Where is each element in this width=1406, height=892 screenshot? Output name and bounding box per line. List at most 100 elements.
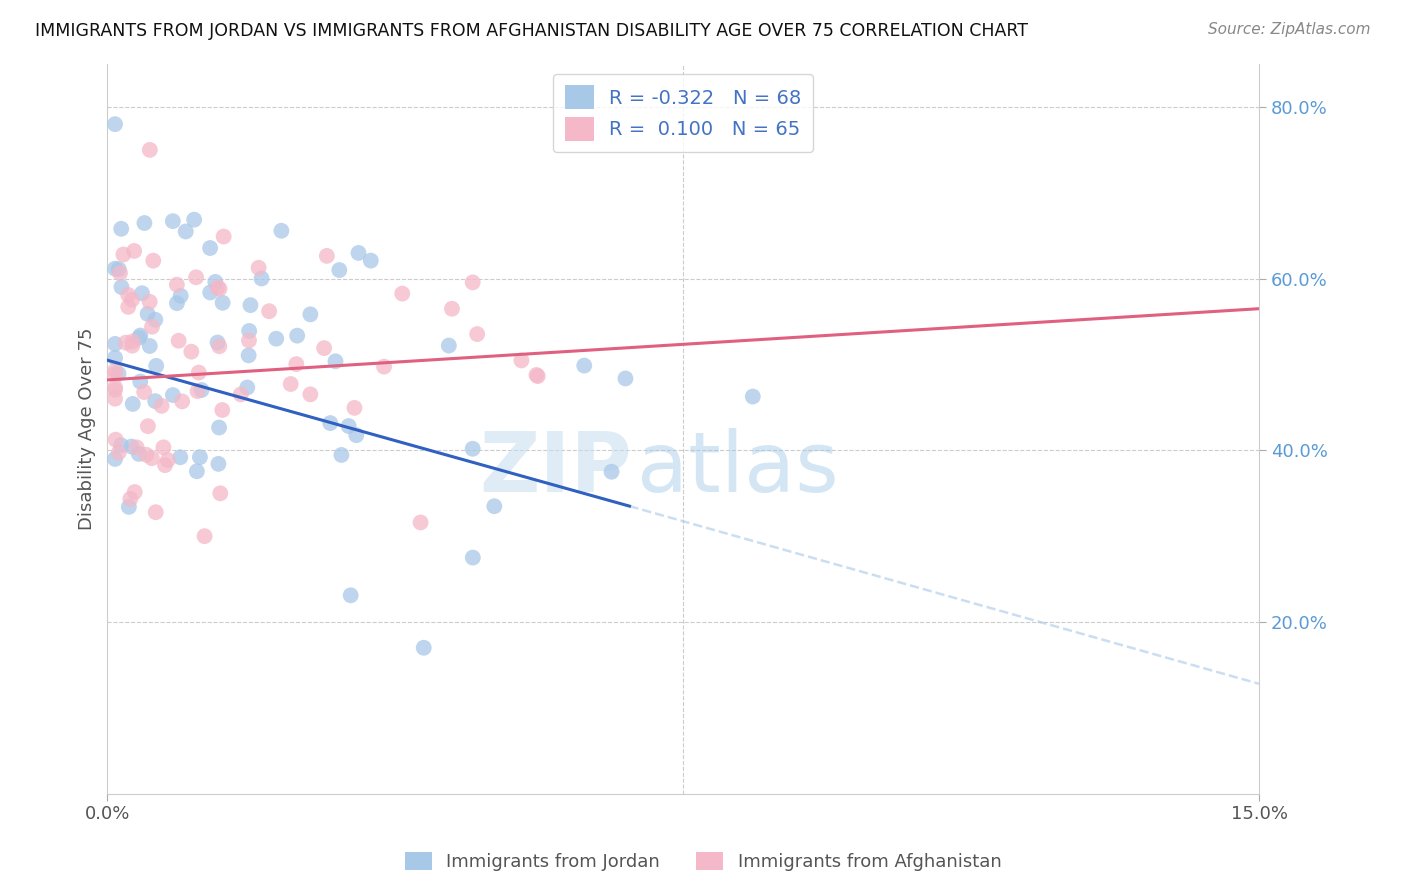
- Point: [143, 312, 166, 326]
- Point: [440, 301, 463, 316]
- Point: [134, 216, 156, 230]
- Point: [187, 366, 209, 380]
- Point: [188, 450, 211, 465]
- Point: [166, 296, 188, 310]
- Point: [172, 394, 194, 409]
- Point: [186, 464, 208, 478]
- Point: [437, 338, 460, 352]
- Point: [180, 344, 202, 359]
- Point: [139, 143, 162, 157]
- Point: [238, 348, 260, 362]
- Point: [136, 419, 159, 434]
- Point: [125, 441, 148, 455]
- Legend: R = -0.322   N = 68, R =  0.100   N = 65: R = -0.322 N = 68, R = 0.100 N = 65: [553, 74, 813, 153]
- Point: [207, 280, 229, 294]
- Point: [141, 319, 163, 334]
- Point: [120, 491, 142, 506]
- Point: [128, 331, 150, 345]
- Point: [194, 529, 217, 543]
- Point: [131, 286, 153, 301]
- Point: [257, 304, 280, 318]
- Point: [104, 433, 127, 447]
- Point: [145, 359, 167, 373]
- Point: [138, 294, 160, 309]
- Y-axis label: Disability Age Over 75: Disability Age Over 75: [79, 327, 96, 530]
- Point: [229, 387, 252, 401]
- Point: [339, 588, 361, 602]
- Point: [209, 486, 232, 500]
- Point: [198, 241, 221, 255]
- Point: [238, 334, 260, 348]
- Point: [200, 285, 222, 300]
- Point: [264, 332, 287, 346]
- Point: [110, 280, 132, 294]
- Point: [280, 377, 302, 392]
- Point: [319, 416, 342, 430]
- Point: [207, 335, 229, 350]
- Point: [124, 485, 146, 500]
- Point: [141, 451, 163, 466]
- Point: [117, 300, 139, 314]
- Point: [150, 399, 173, 413]
- Point: [614, 371, 637, 385]
- Point: [337, 419, 360, 434]
- Point: [461, 442, 484, 456]
- Point: [574, 359, 596, 373]
- Point: [600, 465, 623, 479]
- Point: [343, 401, 366, 415]
- Point: [461, 550, 484, 565]
- Point: [121, 293, 143, 307]
- Point: [212, 229, 235, 244]
- Point: [741, 390, 763, 404]
- Point: [344, 428, 367, 442]
- Point: [139, 339, 162, 353]
- Point: [238, 324, 260, 338]
- Point: [526, 369, 548, 384]
- Point: [104, 351, 127, 365]
- Point: [315, 249, 337, 263]
- Point: [121, 440, 143, 454]
- Point: [166, 277, 188, 292]
- Point: [285, 357, 308, 371]
- Point: [167, 334, 190, 348]
- Point: [526, 368, 548, 382]
- Point: [118, 500, 141, 514]
- Point: [121, 339, 143, 353]
- Text: IMMIGRANTS FROM JORDAN VS IMMIGRANTS FROM AFGHANISTAN DISABILITY AGE OVER 75 COR: IMMIGRANTS FROM JORDAN VS IMMIGRANTS FRO…: [35, 22, 1028, 40]
- Point: [299, 387, 322, 401]
- Point: [112, 247, 135, 261]
- Point: [412, 640, 434, 655]
- Point: [250, 271, 273, 285]
- Point: [114, 335, 136, 350]
- Point: [110, 222, 132, 236]
- Point: [247, 260, 270, 275]
- Point: [110, 438, 132, 452]
- Point: [135, 448, 157, 462]
- Point: [156, 453, 179, 467]
- Point: [122, 244, 145, 258]
- Point: [204, 275, 226, 289]
- Point: [153, 458, 176, 472]
- Point: [104, 261, 127, 276]
- Point: [360, 253, 382, 268]
- Point: [391, 286, 413, 301]
- Point: [104, 380, 127, 394]
- Point: [409, 516, 432, 530]
- Point: [328, 263, 350, 277]
- Point: [162, 214, 184, 228]
- Point: [104, 383, 127, 397]
- Point: [162, 388, 184, 402]
- Point: [152, 440, 174, 454]
- Point: [190, 383, 212, 397]
- Point: [104, 392, 127, 406]
- Point: [104, 364, 127, 378]
- Point: [142, 253, 165, 268]
- Point: [107, 262, 129, 277]
- Point: [121, 334, 143, 349]
- Point: [128, 447, 150, 461]
- Point: [187, 384, 209, 398]
- Point: [136, 307, 159, 321]
- Point: [104, 117, 127, 131]
- Point: [107, 367, 129, 381]
- Point: [104, 337, 127, 351]
